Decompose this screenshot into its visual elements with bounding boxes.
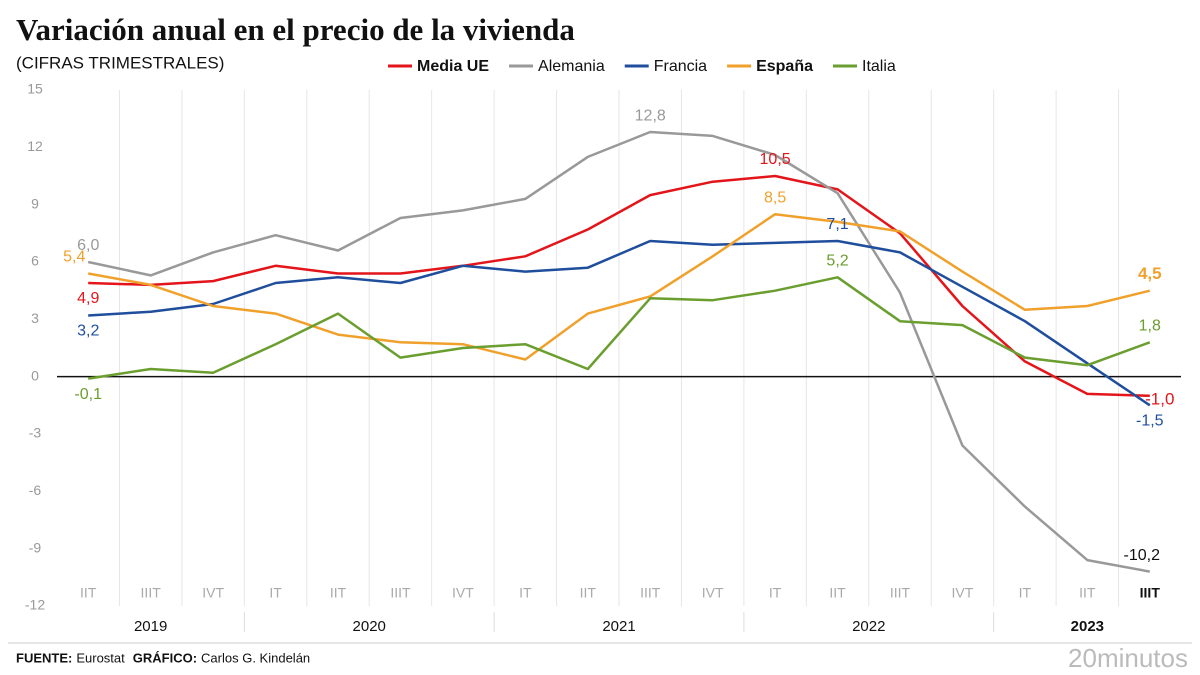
data-label: 12,8 <box>635 107 666 124</box>
year-label: 2021 <box>602 618 635 635</box>
legend-label: España <box>756 58 813 75</box>
data-label: -0,1 <box>74 386 102 403</box>
x-tick-label: IIT <box>829 585 846 601</box>
data-label: 6,0 <box>77 237 99 254</box>
data-label: -10,2 <box>1124 547 1161 564</box>
data-label: 3,2 <box>77 323 99 340</box>
y-tick-label: 9 <box>31 195 39 211</box>
credit-text: Eurostat <box>76 650 125 665</box>
year-label: 2023 <box>1071 618 1104 635</box>
series-line <box>88 174 1150 398</box>
y-tick-label: 0 <box>31 367 39 383</box>
legend-label: Alemania <box>538 58 605 75</box>
y-tick-label: 6 <box>31 253 39 269</box>
x-tick-label: IT <box>1019 585 1032 601</box>
legend-label: Italia <box>862 58 896 75</box>
y-tick-label: 15 <box>27 81 43 97</box>
data-label: 1,8 <box>1139 317 1161 334</box>
x-tick-label: IT <box>769 585 782 601</box>
legend-label: Francia <box>654 58 707 75</box>
legend-label: Media UE <box>417 58 489 75</box>
y-tick-label: 3 <box>31 310 39 326</box>
data-label: 5,2 <box>826 253 848 270</box>
credit-label: FUENTE: <box>16 650 72 665</box>
year-label: 2022 <box>852 618 885 635</box>
credit-label: GRÁFICO: <box>133 650 197 665</box>
year-label: 2020 <box>353 618 386 635</box>
series-line <box>87 212 1151 361</box>
series-line <box>87 130 1151 573</box>
series-line <box>88 239 1151 407</box>
y-tick-label: -3 <box>29 425 42 441</box>
data-label: 5,4 <box>63 249 85 266</box>
y-tick-label: -9 <box>29 539 42 555</box>
credit-text: Carlos G. Kindelán <box>201 650 310 665</box>
data-label: -1,5 <box>1136 413 1164 430</box>
x-tick-label: IIT <box>1079 585 1096 601</box>
data-label: 4,5 <box>1138 264 1162 283</box>
x-tick-label: IIIT <box>1140 585 1161 601</box>
x-tick-label: IT <box>519 585 532 601</box>
x-tick-label: IIIT <box>640 585 661 601</box>
x-tick-label: IIT <box>580 585 597 601</box>
x-tick-label: IVT <box>702 585 724 601</box>
data-label: -1,0 <box>1145 389 1174 408</box>
chart-subtitle: (CIFRAS TRIMESTRALES) <box>16 53 224 72</box>
x-tick-label: IT <box>269 585 282 601</box>
data-label: 7,1 <box>826 216 848 233</box>
brand-logo: 20minutos <box>1068 643 1188 673</box>
x-tick-label: IIIT <box>890 585 911 601</box>
x-tick-label: IVT <box>952 585 974 601</box>
x-tick-label: IIIT <box>390 585 411 601</box>
y-tick-label: -12 <box>25 597 45 613</box>
x-tick-label: IVT <box>202 585 224 601</box>
data-label: 10,5 <box>760 151 791 168</box>
chart-title: Variación anual en el precio de la vivie… <box>16 12 575 47</box>
y-tick-label: -6 <box>29 482 42 498</box>
x-tick-label: IIIT <box>141 585 162 601</box>
data-label: 8,5 <box>764 189 786 206</box>
x-tick-label: IVT <box>452 585 474 601</box>
year-label: 2019 <box>134 618 167 635</box>
y-tick-label: 12 <box>27 138 43 154</box>
data-label: 4,9 <box>77 290 99 307</box>
series-line <box>88 276 1151 380</box>
x-tick-label: IIT <box>80 585 97 601</box>
x-tick-label: IIT <box>330 585 347 601</box>
